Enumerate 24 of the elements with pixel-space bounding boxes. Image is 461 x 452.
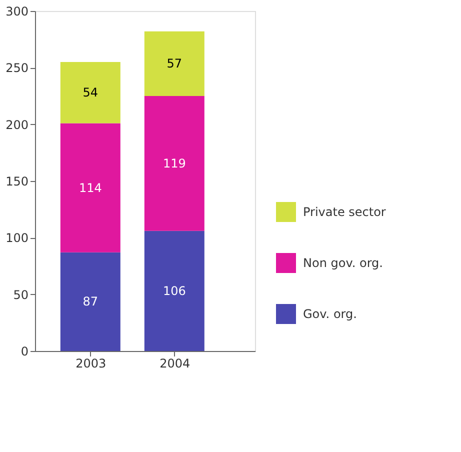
bar — [60, 252, 120, 351]
x-tick-label: 2004 — [160, 356, 190, 370]
y-tick-label: 250 — [6, 61, 28, 76]
bar — [144, 31, 204, 96]
data-label: 106 — [162, 284, 186, 298]
y-tick-label: 100 — [6, 231, 28, 246]
y-tick-label: 200 — [6, 118, 28, 132]
x-tick-label: 2003 — [76, 356, 106, 370]
data-label: 114 — [78, 180, 102, 195]
data-label: 87 — [82, 294, 98, 309]
data-label: 119 — [162, 156, 186, 170]
y-tick-label: 0 — [20, 344, 28, 358]
y-tick-label: 300 — [6, 4, 28, 18]
y-tick-label: 50 — [13, 288, 28, 302]
legend-label: Private sector — [303, 205, 386, 219]
bar — [144, 230, 204, 351]
bar — [60, 62, 120, 124]
legend-label: Non gov. org. — [303, 256, 383, 270]
bar — [144, 96, 204, 231]
legend-label: Gov. org. — [303, 307, 357, 321]
y-tick-label: 150 — [6, 174, 28, 188]
data-label: 54 — [82, 86, 98, 100]
bar — [60, 123, 120, 252]
data-label: 57 — [166, 56, 182, 71]
